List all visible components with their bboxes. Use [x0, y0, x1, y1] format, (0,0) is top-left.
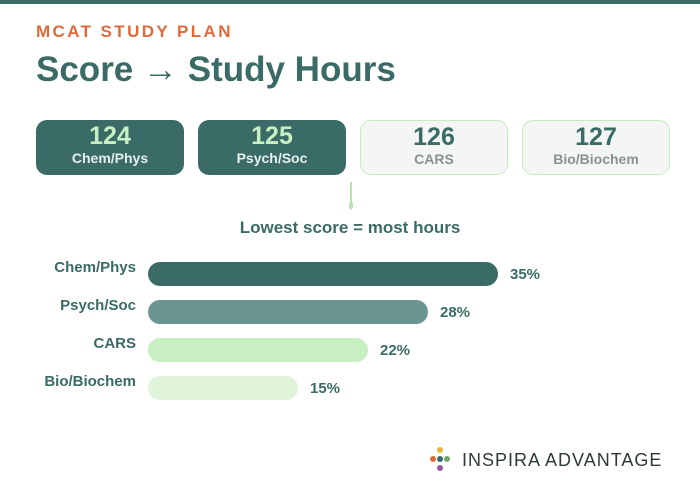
bar: [148, 262, 498, 286]
score-cards: 124 Chem/Phys 125 Psych/Soc 126 CARS 127…: [36, 120, 676, 176]
study-hours-bar-chart: Chem/Phys 35% Psych/Soc 28% CARS 22% Bio/Bioch…: [44, 259, 540, 400]
down-arrow-icon: [349, 182, 353, 210]
bar: [148, 338, 368, 362]
score-card-cars: 126 CARS: [360, 120, 508, 175]
bar: [148, 376, 298, 400]
bar: [148, 300, 428, 324]
bar-value-label: 35%: [510, 266, 540, 283]
bar-category-label: Bio/Biochem: [44, 373, 136, 390]
brand-logo: INSPIRA ADVANTAGE: [426, 446, 666, 476]
bar-value-label: 28%: [440, 304, 470, 321]
brand-name: INSPIRA ADVANTAGE: [462, 450, 663, 470]
score-section-label: Psych/Soc: [236, 150, 308, 166]
bar-category-label: Chem/Phys: [54, 259, 136, 276]
score-section-label: Chem/Phys: [71, 150, 149, 166]
bar-value-label: 15%: [310, 380, 340, 397]
score-card-bio-biochem: 127 Bio/Biochem: [522, 120, 670, 175]
score-value: 126: [413, 123, 455, 151]
score-card-psych-soc: 125 Psych/Soc: [198, 120, 346, 175]
score-value: 127: [575, 123, 617, 151]
score-card-chem-phys: 124 Chem/Phys: [36, 120, 184, 175]
bar-category-label: Psych/Soc: [60, 297, 136, 314]
score-value: 124: [89, 122, 131, 150]
bar-value-label: 22%: [380, 342, 410, 359]
score-value: 125: [251, 122, 293, 150]
page-title: Score → Study Hours: [36, 50, 396, 89]
eyebrow-label: MCAT STUDY PLAN: [36, 22, 233, 41]
inspira-logo-icon: [430, 447, 450, 471]
score-section-label: CARS: [414, 151, 454, 167]
bar-category-label: CARS: [93, 335, 136, 352]
score-section-label: Bio/Biochem: [553, 151, 639, 167]
chart-subtitle: Lowest score = most hours: [239, 218, 461, 237]
top-accent-bar: [0, 0, 700, 4]
